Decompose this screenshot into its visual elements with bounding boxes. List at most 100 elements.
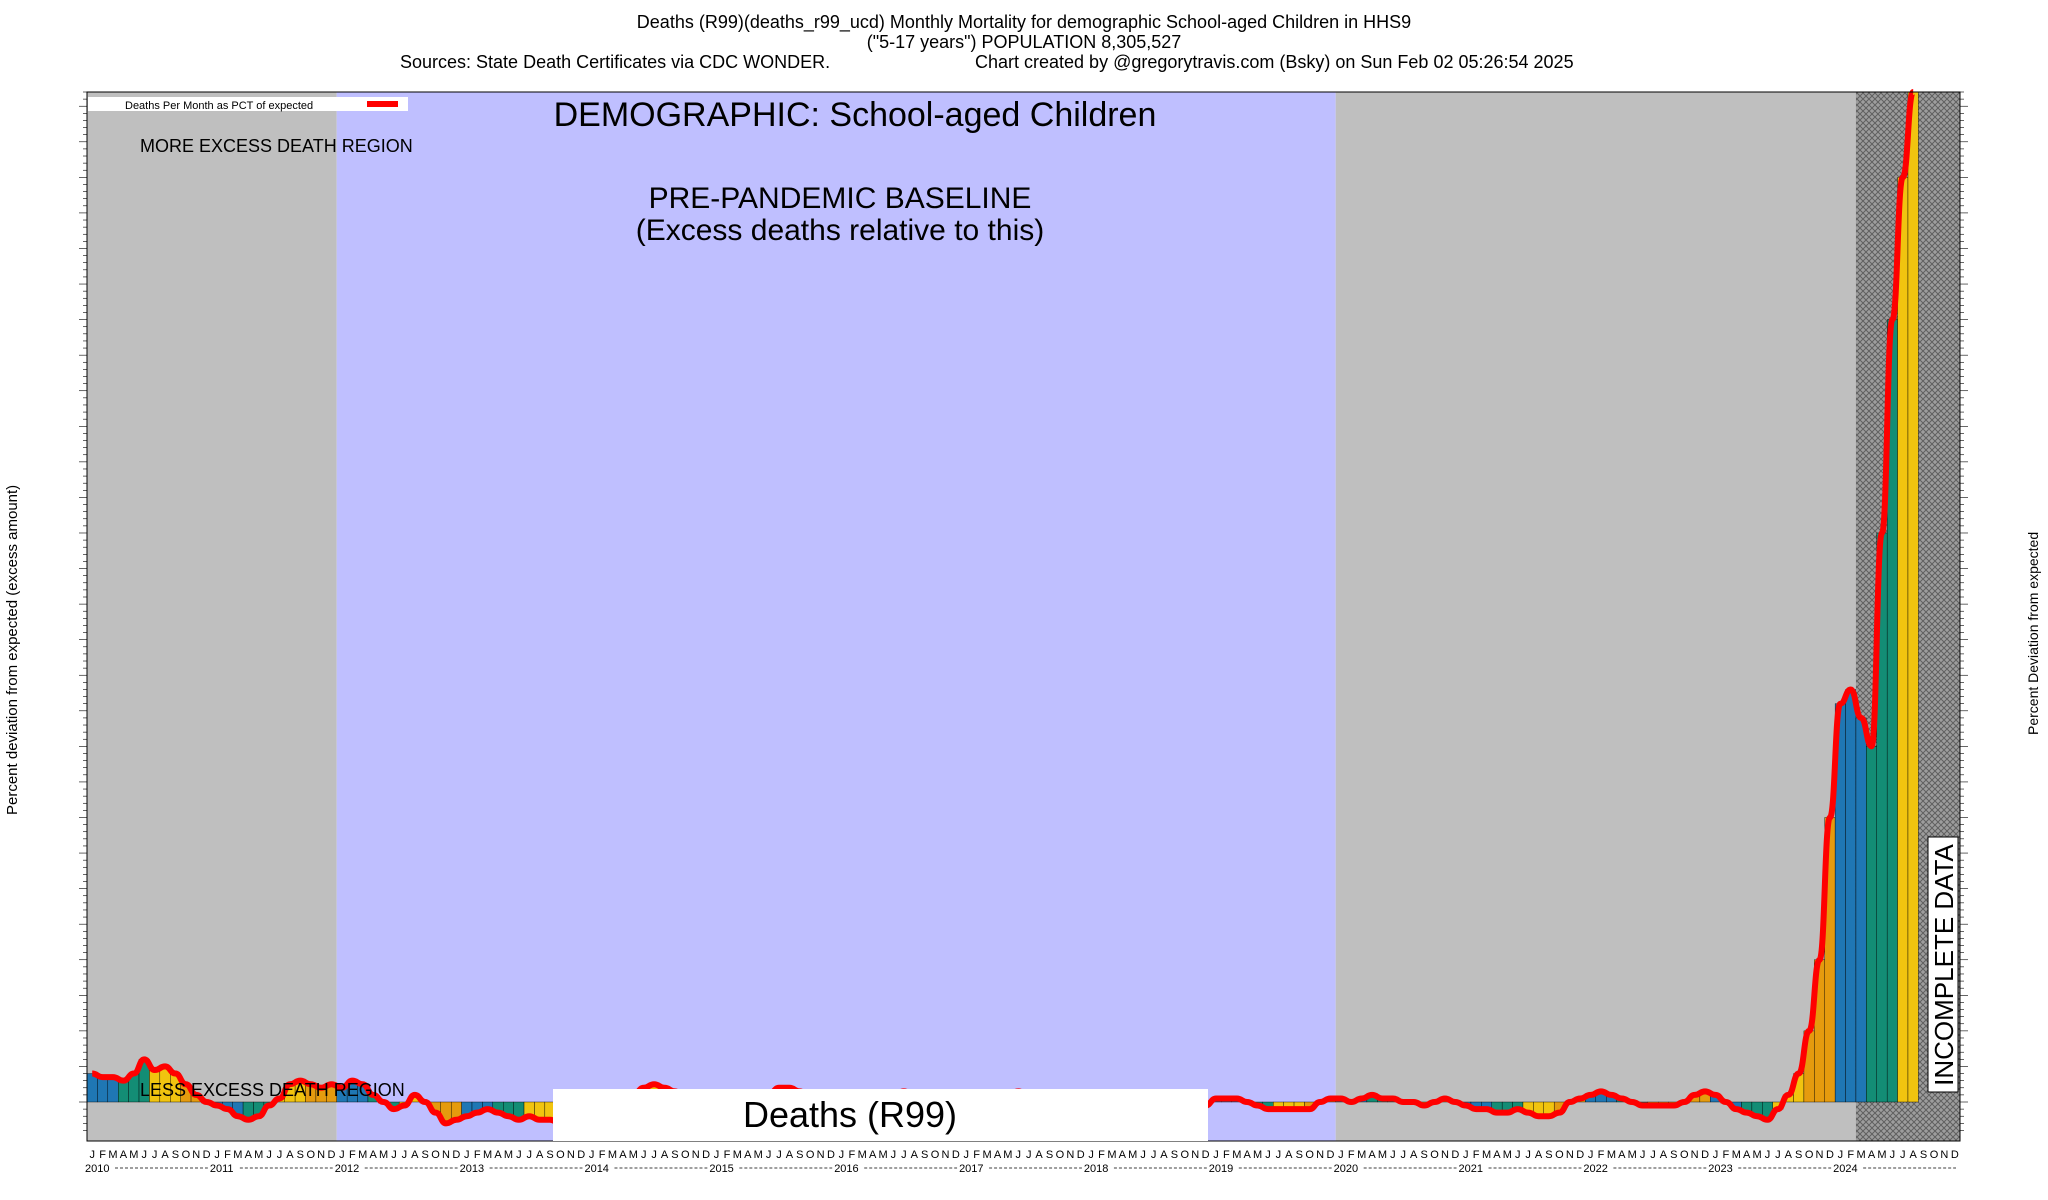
x-tick-month: S — [172, 1149, 179, 1161]
x-tick-month: S — [297, 1149, 304, 1161]
x-tick-month: F — [1723, 1149, 1730, 1161]
x-tick-month: M — [1128, 1149, 1137, 1161]
x-tick-month: M — [1503, 1149, 1512, 1161]
x-tick-month: M — [982, 1149, 991, 1161]
x-tick-month: A — [1368, 1149, 1376, 1161]
x-tick-month: D — [1077, 1149, 1085, 1161]
less-excess-region-label: LESS EXCESS DEATH REGION — [140, 1080, 405, 1100]
baseline-annotation-line2: (Excess deaths relative to this) — [636, 214, 1045, 247]
x-tick-month: A — [245, 1149, 253, 1161]
x-tick-month: J — [651, 1149, 657, 1161]
x-tick-month: O — [1305, 1149, 1314, 1161]
x-tick-month: D — [328, 1149, 336, 1161]
x-tick-month: F — [99, 1149, 106, 1161]
x-tick-month: F — [1473, 1149, 1480, 1161]
x-tick-month: O — [1056, 1149, 1065, 1161]
x-tick-year: 2022 — [1583, 1163, 1607, 1175]
x-tick-month: M — [1253, 1149, 1262, 1161]
x-tick-month: J — [89, 1149, 95, 1161]
x-tick-year: 2014 — [584, 1163, 608, 1175]
x-tick-month: A — [869, 1149, 877, 1161]
x-tick-month: J — [1390, 1149, 1396, 1161]
x-tick-month: D — [1202, 1149, 1210, 1161]
x-tick-month: A — [1868, 1149, 1876, 1161]
x-tick-month: N — [1691, 1149, 1699, 1161]
x-tick-month: J — [1016, 1149, 1022, 1161]
x-tick-month: F — [1598, 1149, 1605, 1161]
x-tick-month: J — [339, 1149, 345, 1161]
x-tick-month: A — [1493, 1149, 1501, 1161]
x-tick-month: F — [1847, 1149, 1854, 1161]
x-tick-month: J — [1463, 1149, 1469, 1161]
x-tick-month: M — [1753, 1149, 1762, 1161]
x-tick-month: M — [1357, 1149, 1366, 1161]
x-tick-month: J — [1713, 1149, 1719, 1161]
x-tick-year: 2023 — [1708, 1163, 1732, 1175]
x-tick-month: D — [1701, 1149, 1709, 1161]
x-tick-month: N — [1191, 1149, 1199, 1161]
x-tick-month: O — [1430, 1149, 1439, 1161]
x-tick-month: M — [1857, 1149, 1866, 1161]
x-tick-month: M — [108, 1149, 117, 1161]
x-tick-month: M — [379, 1149, 388, 1161]
x-tick-month: F — [1223, 1149, 1230, 1161]
x-tick-year: 2018 — [1084, 1163, 1108, 1175]
bar — [1866, 746, 1877, 1103]
x-tick-month: N — [1816, 1149, 1824, 1161]
legend-box — [88, 97, 408, 111]
bar — [1907, 91, 1919, 1103]
x-tick-month: A — [494, 1149, 502, 1161]
x-tick-month: A — [1410, 1149, 1418, 1161]
x-tick-month: M — [1232, 1149, 1241, 1161]
x-tick-month: A — [1660, 1149, 1668, 1161]
x-tick-month: N — [1940, 1149, 1948, 1161]
x-tick-month: D — [952, 1149, 960, 1161]
baseline-annotation-line1: PRE-PANDEMIC BASELINE — [649, 182, 1032, 215]
x-tick-month: M — [254, 1149, 263, 1161]
x-tick-month: S — [1171, 1149, 1178, 1161]
x-tick-month: F — [599, 1149, 606, 1161]
chart-title: Deaths (R99)(deaths_r99_ucd) Monthly Mor… — [636, 12, 1412, 32]
bar — [118, 1080, 129, 1103]
x-tick-month: N — [817, 1149, 825, 1161]
x-tick-month: J — [391, 1149, 397, 1161]
x-tick-month: M — [358, 1149, 367, 1161]
x-tick-month: A — [1618, 1149, 1626, 1161]
x-tick-month: A — [1535, 1149, 1543, 1161]
x-tick-month: M — [129, 1149, 138, 1161]
x-tick-month: J — [1838, 1149, 1844, 1161]
x-tick-month: S — [1920, 1149, 1927, 1161]
x-tick-year: 2011 — [210, 1163, 234, 1175]
x-tick-month: O — [1805, 1149, 1814, 1161]
x-tick-month: M — [608, 1149, 617, 1161]
background-regions — [87, 92, 1960, 1141]
baseline-region — [336, 92, 1336, 1141]
x-tick-month: J — [839, 1149, 845, 1161]
x-tick-month: A — [911, 1149, 919, 1161]
x-tick-month: F — [1348, 1149, 1355, 1161]
x-tick-month: D — [702, 1149, 710, 1161]
x-tick-month: A — [1119, 1149, 1127, 1161]
x-tick-month: J — [266, 1149, 272, 1161]
x-tick-year: 2012 — [335, 1163, 359, 1175]
x-tick-month: D — [1576, 1149, 1584, 1161]
x-tick-month: D — [1326, 1149, 1334, 1161]
x-tick-year: 2020 — [1334, 1163, 1358, 1175]
more-excess-region-label: MORE EXCESS DEATH REGION — [140, 136, 413, 156]
x-tick-year: 2021 — [1459, 1163, 1483, 1175]
x-tick-month: O — [931, 1149, 940, 1161]
x-tick-month: O — [306, 1149, 315, 1161]
x-tick-month: O — [1181, 1149, 1190, 1161]
x-tick-month: M — [1628, 1149, 1637, 1161]
x-tick-month: A — [1035, 1149, 1043, 1161]
x-tick-month: J — [277, 1149, 283, 1161]
x-tick-month: A — [994, 1149, 1002, 1161]
x-tick-month: N — [1316, 1149, 1324, 1161]
x-tick-month: O — [1930, 1149, 1939, 1161]
x-tick-year: 2024 — [1833, 1163, 1857, 1175]
x-tick-month: F — [848, 1149, 855, 1161]
x-tick-month: S — [1545, 1149, 1552, 1161]
x-tick-month: A — [411, 1149, 419, 1161]
x-tick-month: A — [161, 1149, 169, 1161]
